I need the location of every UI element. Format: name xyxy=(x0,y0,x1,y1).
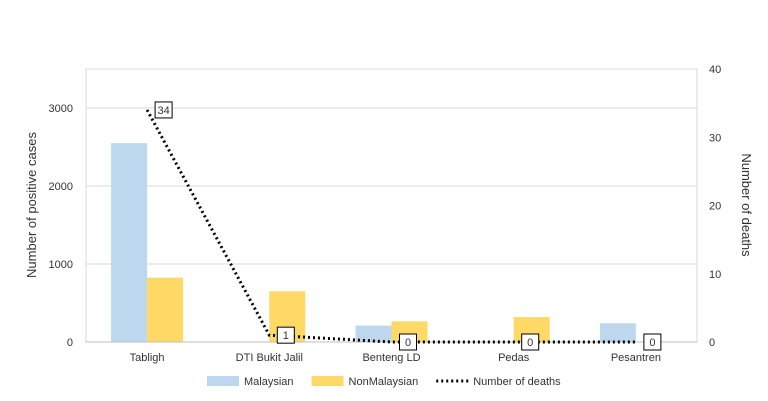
bars xyxy=(111,143,636,342)
y-axis-label: Number of positive cases xyxy=(24,132,39,278)
legend-label: NonMalaysian xyxy=(349,376,419,388)
legend-label: Malaysian xyxy=(244,376,294,388)
y-tick-label: 1000 xyxy=(49,259,73,271)
data-label-box xyxy=(154,101,173,119)
bar-nonmalaysian xyxy=(147,277,184,342)
data-label-box xyxy=(399,333,417,351)
legend-label: Number of deaths xyxy=(473,376,561,388)
y-tick-label: 2000 xyxy=(49,181,73,193)
data-label: 0 xyxy=(521,333,540,351)
gridlines xyxy=(86,107,697,265)
data-label: 0 xyxy=(643,333,662,351)
data-label-text: 34 xyxy=(157,105,169,117)
data-label-text: 0 xyxy=(649,337,655,349)
y2-tick-label: 0 xyxy=(709,337,715,349)
legend-swatch xyxy=(311,376,344,386)
y2-tick-label: 30 xyxy=(709,132,721,144)
data-label-box xyxy=(643,333,662,351)
data-label: 1 xyxy=(276,326,295,344)
y2-axis-label: Number of deaths xyxy=(739,153,754,257)
y-tick-label: 0 xyxy=(67,337,73,349)
data-label-box xyxy=(521,333,540,351)
bar-malaysian xyxy=(355,325,392,342)
y-tick-label: 3000 xyxy=(49,103,73,115)
deaths-line-path xyxy=(145,109,636,344)
y2-tick-label: 20 xyxy=(709,201,721,213)
data-label: 0 xyxy=(399,333,417,351)
x-tick-label: DTI Bukit Jalil xyxy=(236,352,303,364)
bar-malaysian xyxy=(111,143,148,342)
y2-tick-label: 10 xyxy=(709,269,721,281)
x-tick-label: Benteng LD xyxy=(362,352,420,364)
legend-swatch xyxy=(207,376,239,386)
x-tick-label: Pedas xyxy=(498,352,530,364)
data-label-box xyxy=(276,326,295,344)
legend: Malaysian NonMalaysian Number of deaths xyxy=(207,376,561,388)
x-tick-label: Tabligh xyxy=(130,352,165,364)
bar-malaysian xyxy=(599,323,636,342)
deaths-line: 34 1 0 0 0 xyxy=(145,101,662,351)
data-label-text: 0 xyxy=(405,337,411,349)
y2-tick-label: 40 xyxy=(709,64,721,76)
data-label-text: 0 xyxy=(527,337,533,349)
data-label-text: 1 xyxy=(283,330,289,342)
data-label: 34 xyxy=(154,101,173,119)
x-tick-label: Pesantren xyxy=(611,352,661,364)
